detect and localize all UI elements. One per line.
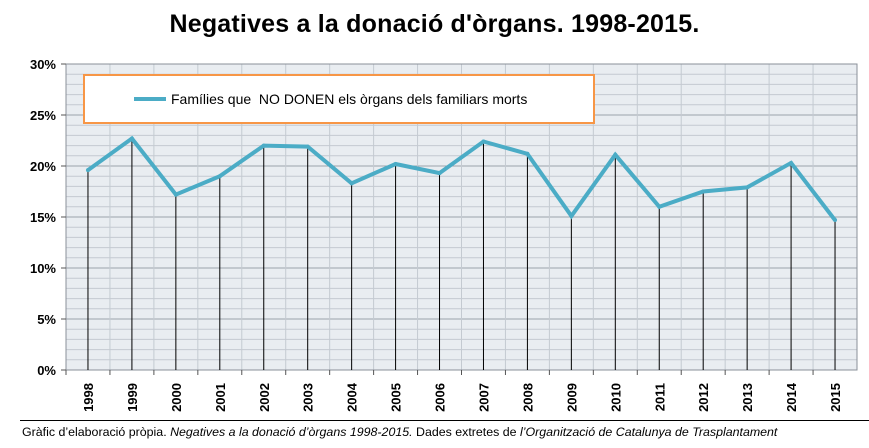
data-point [85, 168, 90, 173]
data-point [129, 136, 134, 141]
x-tick-label: 2007 [476, 383, 491, 412]
series-line [86, 135, 837, 222]
line-chart: 0% 5% 10% 15% 20% 25% 30% 1998 1999 2000 2001 2002 2… [30, 57, 858, 412]
x-tick-label: 2014 [784, 382, 799, 412]
x-tick-label: 2001 [213, 383, 228, 412]
x-tick-label: 2015 [828, 383, 843, 412]
chart-title: Negatives a la donació d'òrgans. 1998-20… [169, 10, 700, 38]
data-point [525, 151, 530, 156]
x-tick-label: 2004 [345, 382, 360, 412]
y-tick-label: 5% [37, 312, 56, 327]
y-tick-label: 30% [30, 57, 56, 72]
data-point [217, 174, 222, 179]
x-tick-label: 1999 [125, 383, 140, 412]
caption-text-1: Gràfic d’elaboració pròpia. [22, 425, 171, 439]
x-tick-label: 2003 [301, 383, 316, 412]
data-point [745, 185, 750, 190]
x-tick-label: 2006 [433, 383, 448, 412]
y-tick-label: 20% [30, 159, 56, 174]
source-caption: Gràfic d’elaboració pròpia. Negatives a … [22, 425, 777, 439]
data-point [261, 143, 266, 148]
y-tick-label: 15% [30, 210, 56, 225]
data-point [657, 204, 662, 209]
y-tick-label: 0% [37, 363, 56, 378]
caption-text-3: Dades extretes de [412, 425, 521, 439]
x-tick-label: 2010 [608, 383, 623, 412]
x-tick-label: 2013 [740, 383, 755, 412]
x-tick-label: 2012 [696, 383, 711, 412]
data-point [173, 192, 178, 197]
data-point [833, 218, 838, 223]
x-tick-label: 1998 [81, 383, 96, 412]
data-point [569, 213, 574, 218]
y-tick-label: 25% [30, 108, 56, 123]
caption-divider [20, 420, 869, 421]
data-point [349, 181, 354, 186]
data-point [481, 139, 486, 144]
x-tick-label: 2000 [169, 383, 184, 412]
y-tick-label: 10% [30, 261, 56, 276]
legend-box [83, 74, 595, 124]
data-point [613, 152, 618, 157]
data-point [701, 189, 706, 194]
x-tick-label: 2011 [652, 383, 667, 411]
x-tick-label: 2009 [564, 383, 579, 412]
x-tick-label: 2005 [389, 383, 404, 412]
data-point [789, 160, 794, 165]
data-point [305, 144, 310, 149]
data-point [393, 161, 398, 166]
data-point [437, 171, 442, 176]
caption-text-2: Negatives a la donació d’òrgans 1998-201… [170, 425, 413, 439]
x-tick-label: 2008 [520, 383, 535, 412]
legend-label: Famílies que NO DONEN els òrgans dels fa… [171, 91, 527, 107]
caption-text-4: l’Organització de Catalunya de Trasplant… [520, 425, 778, 439]
x-tick-label: 2002 [257, 383, 272, 412]
